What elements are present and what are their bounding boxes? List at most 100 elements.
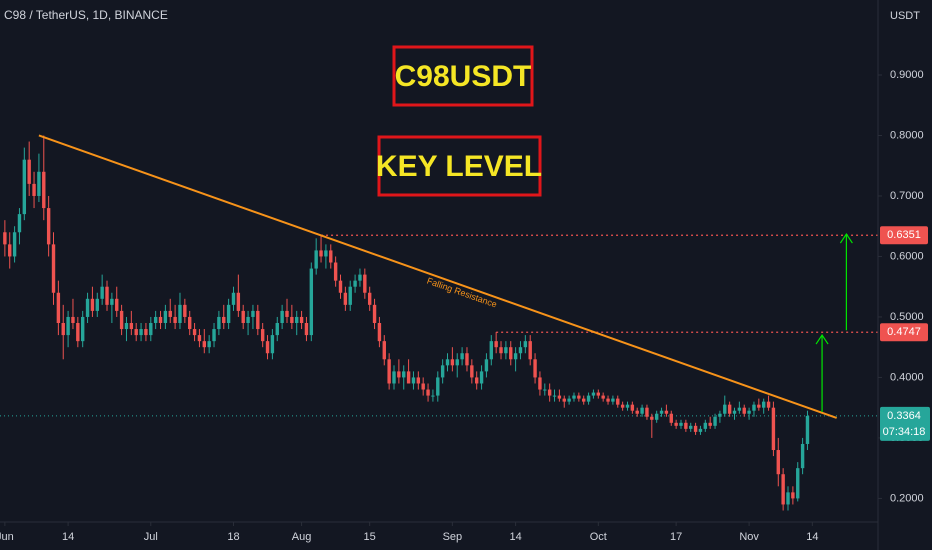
candle-body xyxy=(397,371,401,378)
candle-body xyxy=(450,359,455,366)
candle-body xyxy=(689,425,693,429)
candle-body xyxy=(761,401,766,408)
price-box-label: 0.6351 xyxy=(887,229,921,241)
candle-body xyxy=(606,398,610,402)
candle-body xyxy=(786,492,790,505)
candle-body xyxy=(562,398,566,402)
candle-body xyxy=(577,395,581,399)
candle-body xyxy=(431,395,435,397)
currency-label: USDT xyxy=(890,10,920,22)
candle-body xyxy=(513,353,518,360)
candle-body xyxy=(358,274,362,281)
candle-body xyxy=(421,383,425,390)
candle-body xyxy=(309,268,314,336)
candle-body xyxy=(17,214,22,233)
candle-body xyxy=(596,392,601,396)
candle-body xyxy=(76,322,80,342)
candle-body xyxy=(567,398,571,402)
candle-body xyxy=(80,316,85,342)
candle-body xyxy=(747,410,751,414)
candle-body xyxy=(543,389,547,391)
candle-body xyxy=(256,310,260,330)
candle-body xyxy=(518,347,523,354)
candle-body xyxy=(22,159,27,215)
y-tick-label: 0.7000 xyxy=(890,190,924,202)
candle-body xyxy=(372,304,377,323)
title-box xyxy=(377,135,542,197)
candle-body xyxy=(149,322,153,336)
candle-body xyxy=(270,335,275,354)
candle-body xyxy=(324,250,328,257)
candle-body xyxy=(197,335,202,342)
candle-body xyxy=(3,232,7,245)
candle-body xyxy=(757,404,761,408)
candle-body xyxy=(192,329,197,336)
price-box-label: 0.4747 xyxy=(887,326,921,338)
candle-body xyxy=(246,316,250,323)
candle-body xyxy=(95,298,99,311)
price-box xyxy=(880,226,928,245)
candle-body xyxy=(426,389,430,396)
candle-body xyxy=(664,410,669,414)
candle-body xyxy=(406,371,411,384)
candle-body xyxy=(56,292,61,323)
candle-body xyxy=(226,304,231,323)
candle-body xyxy=(319,250,323,257)
countdown-label: 07:34:18 xyxy=(883,426,926,438)
candle-body xyxy=(479,371,484,384)
candle-body xyxy=(635,410,639,414)
x-tick-label: 14 xyxy=(62,531,74,543)
candle-body xyxy=(489,341,493,360)
candle-body xyxy=(776,450,780,475)
candle-body xyxy=(499,347,503,354)
candle-body xyxy=(387,359,391,384)
x-tick-label: Aug xyxy=(292,531,312,543)
candle-body xyxy=(713,416,717,426)
candle-body xyxy=(153,316,158,323)
x-tick-label: 14 xyxy=(509,531,521,543)
candle-body xyxy=(367,292,372,305)
candle-body xyxy=(455,359,459,366)
candle-body xyxy=(620,404,625,408)
candle-body xyxy=(280,310,284,323)
last-price-box xyxy=(880,406,930,441)
candle-body xyxy=(723,404,727,414)
x-tick-label: 18 xyxy=(227,531,239,543)
y-tick-label: 0.9000 xyxy=(890,69,924,81)
candle-body xyxy=(781,474,785,505)
candle-body xyxy=(771,407,776,451)
candle-body xyxy=(202,341,207,348)
candle-body xyxy=(805,415,810,444)
candle-body xyxy=(460,353,464,360)
last-price-label: 0.3364 xyxy=(887,410,921,422)
candle-body xyxy=(183,304,187,317)
candle-body xyxy=(718,413,722,417)
candle-body xyxy=(752,404,756,411)
candle-body xyxy=(669,413,673,423)
candle-body xyxy=(46,208,51,245)
price-box xyxy=(880,323,928,342)
candle-body xyxy=(119,310,124,330)
candle-body xyxy=(392,371,396,384)
candle-body xyxy=(66,316,70,336)
candle-body xyxy=(304,322,309,336)
candle-body xyxy=(188,316,192,330)
candle-body xyxy=(32,183,36,196)
candle-body xyxy=(509,347,513,360)
candle-body xyxy=(436,377,440,396)
candle-body xyxy=(139,329,143,336)
x-tick-label: 15 xyxy=(364,531,376,543)
candle-body xyxy=(645,407,649,417)
candle-body xyxy=(290,316,294,323)
candle-body xyxy=(470,365,474,378)
candle-body xyxy=(236,292,241,311)
x-tick-label: 17 xyxy=(670,531,682,543)
candle-body xyxy=(693,425,698,432)
candle-body xyxy=(552,395,557,397)
candle-body xyxy=(533,359,537,378)
candle-body xyxy=(207,341,211,348)
candle-body xyxy=(333,262,338,281)
candle-body xyxy=(684,422,688,429)
x-tick-label: Oct xyxy=(590,531,607,543)
